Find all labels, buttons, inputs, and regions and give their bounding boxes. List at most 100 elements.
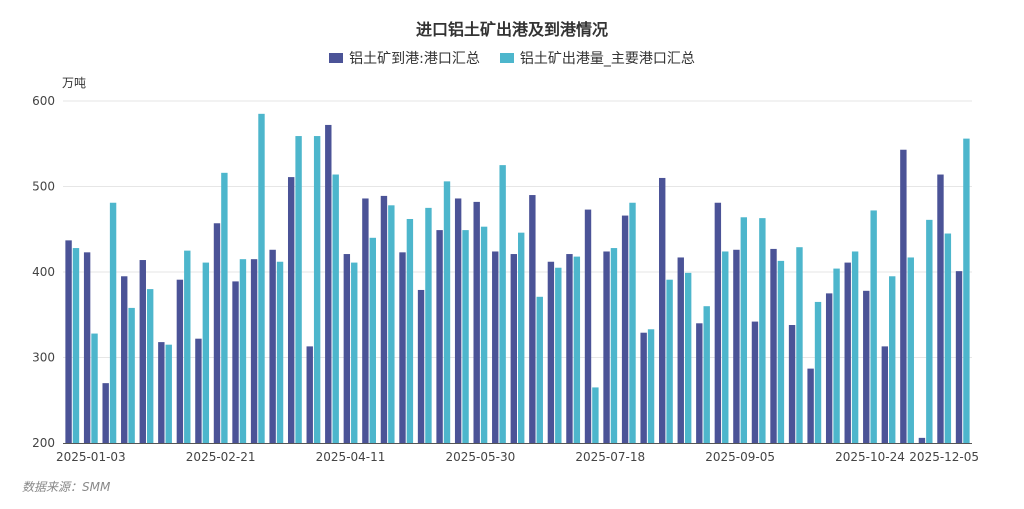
bar-arrivals [621,215,629,443]
bar-arrivals [139,260,146,443]
bar-arrivals [325,124,332,443]
bar-departures [221,172,228,443]
bar-arrivals [195,338,202,443]
bar-arrivals [102,383,109,443]
bar-arrivals [770,248,777,443]
bar-departures [777,260,785,443]
bar-departures [425,207,432,443]
bar-arrivals [863,290,870,443]
y-tick-label: 200 [32,436,55,450]
y-tick-label: 600 [32,94,55,108]
x-tick-label: 2025-09-05 [705,450,775,464]
bar-departures [833,268,840,443]
bar-departures [146,289,154,443]
bar-arrivals [269,249,276,443]
source-note: 数据来源：SMM [22,480,111,494]
bar-departures [610,248,618,443]
bar-departures [165,344,172,443]
bar-arrivals [380,195,388,443]
bar-departures [684,272,692,443]
bar-departures [796,247,803,443]
bar-departures [443,181,451,443]
bar-arrivals [918,437,926,443]
bar-departures [239,259,247,443]
bar-departures [406,218,414,443]
bar-departures [295,136,302,443]
bar-arrivals [473,201,480,443]
bar-arrivals [937,174,944,443]
bar-arrivals [306,346,313,443]
bar-arrivals [492,251,499,443]
legend-swatch-departures [499,53,514,63]
bar-arrivals [603,251,610,443]
bar-arrivals [640,332,647,443]
bar-arrivals [362,198,369,443]
bar-departures [109,202,117,443]
bar-arrivals [213,223,221,443]
bar-arrivals [121,276,128,443]
bar-arrivals [436,230,443,443]
bar-arrivals [714,202,722,443]
bar-arrivals [566,254,573,443]
bar-arrivals [881,346,889,443]
bar-departures [184,250,191,443]
legend-swatch-arrivals [329,53,344,63]
bar-arrivals [825,293,833,443]
x-tick-label: 2025-02-21 [186,450,256,464]
bar-arrivals [454,198,462,443]
bar-departures [722,251,729,443]
legend-item-arrivals[interactable]: 铝土矿到港:港口汇总 [329,48,480,68]
bar-arrivals [844,262,851,443]
bar-departures [907,257,914,443]
x-tick-label: 2025-01-03 [56,450,126,464]
bar-departures [666,279,673,443]
bar-departures [536,296,543,443]
x-tick-label: 2025-07-18 [575,450,645,464]
bar-departures [313,136,321,443]
bar-departures [91,333,98,443]
legend-label-departures: 铝土矿出港量_主要港口汇总 [519,51,695,67]
bar-departures [629,202,636,443]
bar-arrivals [83,252,91,443]
bar-arrivals [584,209,592,443]
bar-departures [963,138,970,443]
bar-departures [480,226,488,443]
bar-arrivals [287,177,295,443]
chart-title: 进口铝土矿出港及到港情况 [415,20,608,39]
bar-arrivals [250,259,258,443]
y-tick-label: 500 [32,180,55,194]
bar-departures [462,230,469,443]
bar-departures [870,210,877,443]
x-tick-label: 2025-12-05 [909,450,979,464]
bar-departures [926,219,933,443]
bar-departures [555,267,562,443]
bar-arrivals [510,254,517,443]
bar-departures [759,218,766,443]
bar-departures [369,237,376,443]
bar-departures [573,256,581,443]
bar-arrivals [955,271,963,443]
bar-arrivals [659,177,666,443]
legend-item-departures[interactable]: 铝土矿出港量_主要港口汇总 [499,48,695,68]
bar-departures [851,251,859,443]
bar-arrivals [751,321,759,443]
bar-arrivals [176,279,184,443]
x-tick-label: 2025-05-30 [446,450,516,464]
bar-arrivals [399,252,406,443]
bar-arrivals [529,195,536,443]
bar-departures [944,233,952,443]
bar-arrivals [788,325,796,443]
bar-arrivals [343,254,351,443]
bar-departures [72,248,80,443]
bar-departures [814,301,822,443]
bar-arrivals [158,342,165,443]
bar-departures [332,174,339,443]
bar-departures [351,262,358,443]
bar-departures [258,113,265,443]
bar-arrivals [65,240,72,443]
y-tick-label: 400 [32,265,55,279]
bar-departures [128,307,135,443]
x-tick-label: 2025-10-24 [835,450,905,464]
bar-departures [703,306,710,443]
